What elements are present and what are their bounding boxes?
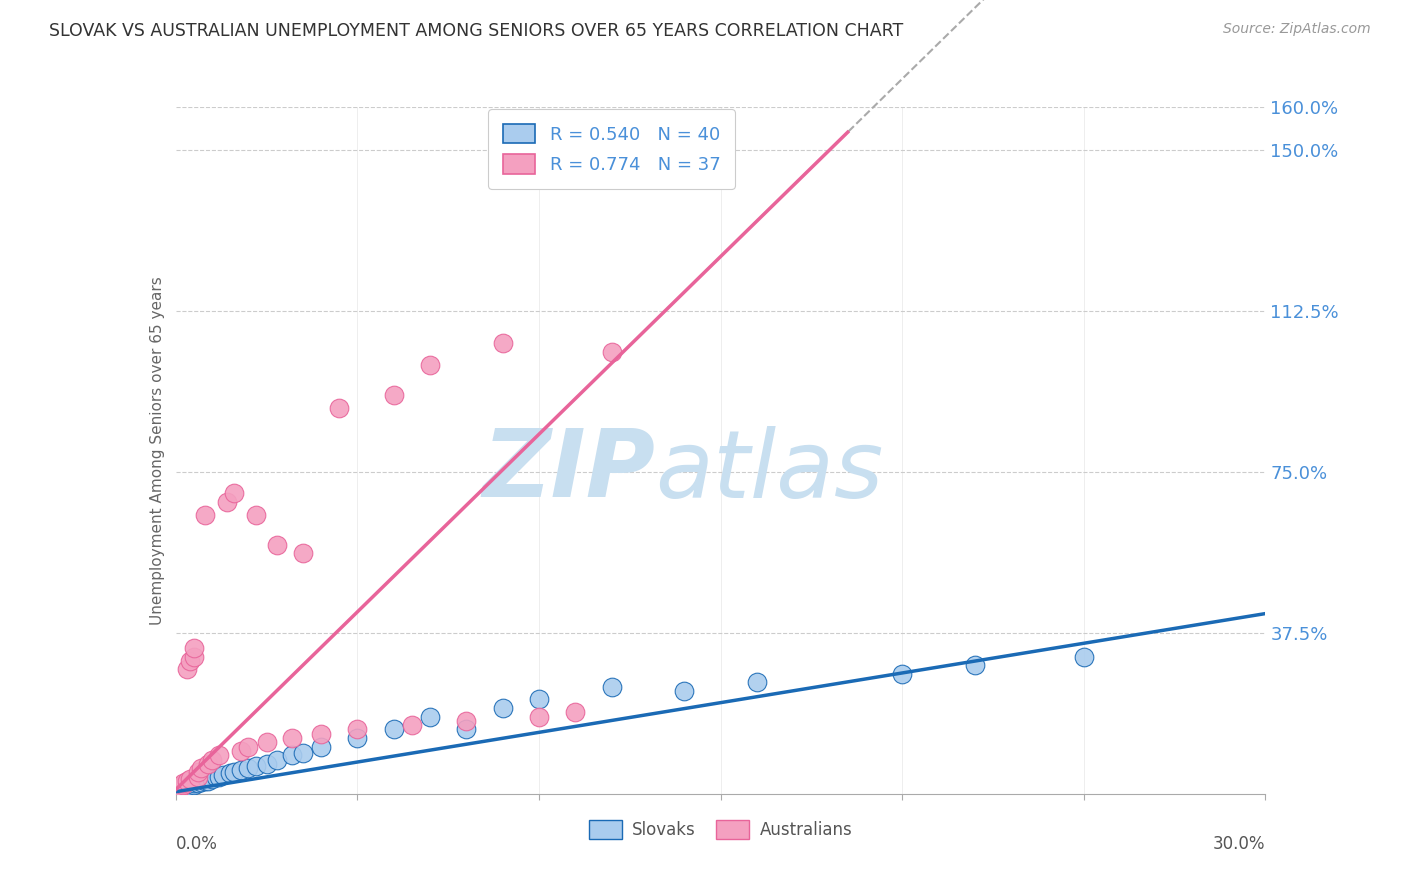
Point xyxy=(673,683,696,698)
Point xyxy=(401,718,423,732)
Point xyxy=(291,746,314,760)
Point xyxy=(215,495,238,509)
Point xyxy=(238,739,260,754)
Text: 0.0%: 0.0% xyxy=(176,835,218,853)
Point xyxy=(183,776,205,790)
Point xyxy=(212,767,235,781)
Point xyxy=(186,765,209,780)
Point xyxy=(256,735,278,749)
Point xyxy=(201,753,224,767)
Point xyxy=(194,508,217,522)
Point xyxy=(456,723,478,737)
Point xyxy=(179,777,201,791)
Point xyxy=(169,779,191,793)
Point xyxy=(186,770,209,784)
Point xyxy=(527,709,550,723)
Point xyxy=(172,778,194,792)
Text: ZIP: ZIP xyxy=(482,425,655,517)
Point xyxy=(197,774,219,789)
Point xyxy=(231,744,253,758)
Point xyxy=(183,649,205,664)
Point xyxy=(256,756,278,771)
Point xyxy=(346,723,368,737)
Point xyxy=(1073,649,1095,664)
Point xyxy=(266,753,288,767)
Point xyxy=(201,772,224,786)
Text: SLOVAK VS AUSTRALIAN UNEMPLOYMENT AMONG SENIORS OVER 65 YEARS CORRELATION CHART: SLOVAK VS AUSTRALIAN UNEMPLOYMENT AMONG … xyxy=(49,22,904,40)
Point xyxy=(600,344,623,359)
Point xyxy=(745,675,768,690)
Point xyxy=(963,658,986,673)
Legend: Slovaks, Australians: Slovaks, Australians xyxy=(581,812,860,847)
Point xyxy=(194,774,217,789)
Point xyxy=(219,766,242,780)
Y-axis label: Unemployment Among Seniors over 65 years: Unemployment Among Seniors over 65 years xyxy=(149,277,165,624)
Point xyxy=(183,640,205,655)
Point xyxy=(527,692,550,706)
Point xyxy=(190,761,212,775)
Point xyxy=(309,739,332,754)
Point xyxy=(169,780,191,795)
Text: 30.0%: 30.0% xyxy=(1213,835,1265,853)
Point xyxy=(266,538,288,552)
Point xyxy=(190,775,212,789)
Point xyxy=(183,778,205,792)
Point xyxy=(176,780,198,795)
Text: Source: ZipAtlas.com: Source: ZipAtlas.com xyxy=(1223,22,1371,37)
Point xyxy=(346,731,368,745)
Point xyxy=(179,654,201,668)
Point xyxy=(328,401,350,415)
Point xyxy=(222,486,245,500)
Point xyxy=(492,701,515,715)
Point xyxy=(208,770,231,784)
Point xyxy=(281,731,304,745)
Point xyxy=(176,774,198,789)
Point xyxy=(208,748,231,763)
Point xyxy=(492,336,515,351)
Point xyxy=(222,765,245,780)
Point xyxy=(172,781,194,796)
Point xyxy=(238,761,260,775)
Point xyxy=(179,779,201,793)
Point xyxy=(281,748,304,763)
Point xyxy=(172,776,194,790)
Point xyxy=(291,546,314,561)
Point xyxy=(419,709,441,723)
Point xyxy=(382,723,405,737)
Point xyxy=(179,772,201,786)
Point xyxy=(169,782,191,797)
Point xyxy=(419,358,441,372)
Text: atlas: atlas xyxy=(655,425,883,516)
Point xyxy=(169,781,191,796)
Point xyxy=(245,508,267,522)
Point xyxy=(309,727,332,741)
Point xyxy=(456,714,478,728)
Point xyxy=(176,778,198,792)
Point xyxy=(231,764,253,778)
Point xyxy=(891,666,914,681)
Point xyxy=(176,662,198,676)
Point xyxy=(204,770,226,784)
Point xyxy=(600,680,623,694)
Point xyxy=(564,706,586,720)
Point xyxy=(197,756,219,771)
Point xyxy=(172,779,194,793)
Point xyxy=(186,776,209,790)
Point xyxy=(382,387,405,401)
Point xyxy=(245,759,267,773)
